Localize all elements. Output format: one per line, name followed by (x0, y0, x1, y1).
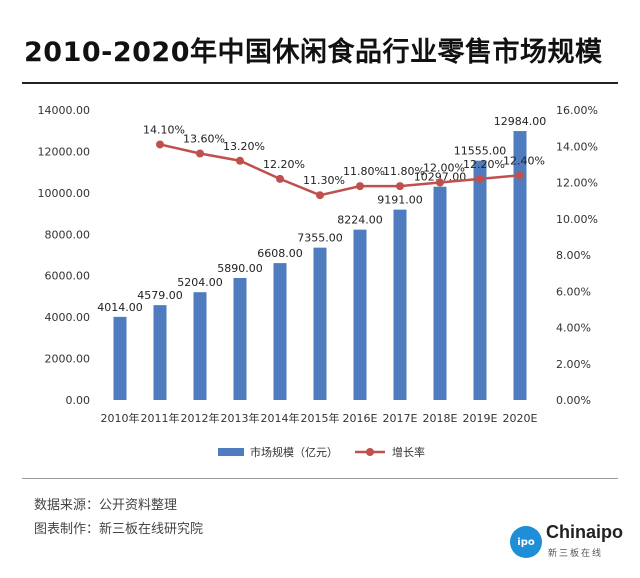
x-axis-tick-label: 2020E (503, 412, 538, 425)
x-axis-tick-label: 2014年 (261, 411, 300, 425)
bar-2020E (513, 131, 527, 400)
right-axis-tick-label: 2.00% (556, 358, 591, 371)
growth-rate-label: 11.80% (383, 165, 425, 178)
legend-bar-swatch (218, 448, 244, 456)
x-axis-tick-label: 2019E (463, 412, 498, 425)
bar-value-label: 5204.00 (177, 276, 223, 289)
x-axis-tick-label: 2012年 (181, 411, 220, 425)
growth-rate-point (436, 178, 444, 187)
footer-divider (22, 478, 618, 479)
growth-rate-label: 11.30% (303, 174, 345, 187)
x-axis-tick-label: 2011年 (141, 411, 180, 425)
right-axis-tick-label: 0.00% (556, 394, 591, 407)
growth-rate-point (156, 140, 164, 149)
right-axis-tick-label: 10.00% (556, 213, 598, 226)
left-axis-tick-label: 12000.00 (38, 145, 91, 158)
growth-rate-line (159, 143, 521, 197)
logo-mark: Chinaipo (546, 522, 623, 542)
growth-rate-point (236, 156, 244, 165)
growth-rate-point (476, 174, 484, 183)
x-axis-tick-label: 2017E (383, 412, 418, 425)
legend-line-label: 增长率 (392, 445, 425, 459)
left-axis-tick-label: 8000.00 (45, 228, 91, 241)
bar-value-label: 12984.00 (494, 115, 547, 128)
bar-2019E (473, 160, 487, 400)
bar-2016E (353, 229, 367, 400)
left-axis-tick-label: 4000.00 (45, 311, 91, 324)
left-axis-tick-label: 10000.00 (38, 187, 91, 200)
bar-value-label: 8224.00 (337, 214, 383, 227)
chart: 0.00 2000.00 4000.00 6000.00 8000.00 10000.00… (38, 104, 598, 459)
bar-2017E (393, 209, 407, 400)
left-axis-tick-label: 6000.00 (45, 270, 91, 283)
bar-value-label: 6608.00 (257, 247, 303, 260)
bar-value-label: 11555.00 (454, 145, 507, 158)
bar-2018E (433, 186, 447, 400)
growth-rate-label: 14.10% (143, 123, 185, 136)
growth-rate-point (316, 191, 324, 200)
logo-badge: ipo (510, 526, 542, 558)
bar-value-label: 4014.00 (97, 301, 143, 314)
growth-rate-point (516, 171, 524, 180)
x-axis-tick-label: 2016E (343, 412, 378, 425)
right-axis-tick-label: 8.00% (556, 249, 591, 262)
logo-name: 新三板在线 (548, 549, 604, 559)
left-axis-tick-label: 2000.00 (45, 353, 91, 366)
x-axis-tick-label: 2010年 (101, 411, 140, 425)
x-axis-tick-label: 2013年 (221, 411, 260, 425)
x-axis-tick-label: 2018E (423, 412, 458, 425)
bar-2014年 (273, 263, 287, 400)
data-source-note: 数据来源：公开资料整理 (34, 498, 178, 513)
title-divider (22, 82, 618, 84)
legend-line-marker (366, 448, 374, 456)
growth-rate-label: 13.60% (183, 133, 225, 146)
growth-rate-point (396, 182, 404, 191)
bar-2010年 (113, 316, 127, 400)
legend-bar-label: 市场规模（亿元） (250, 445, 338, 459)
growth-rate-label: 12.20% (463, 158, 505, 171)
growth-rate-label: 13.20% (223, 140, 265, 153)
right-axis-tick-label: 12.00% (556, 177, 598, 190)
bar-value-label: 4579.00 (137, 289, 183, 302)
growth-rate-label: 12.00% (423, 162, 465, 175)
chinaipo-logo: ipo Chinaipo 新三板在线 (510, 522, 623, 562)
chart-maker-note: 图表制作：新三板在线研究院 (34, 522, 204, 537)
x-axis-tick-label: 2015年 (301, 411, 340, 425)
bar-2011年 (153, 305, 167, 400)
right-axis-tick-label: 6.00% (556, 285, 591, 298)
bar-2015年 (313, 247, 327, 400)
growth-rate-label: 12.40% (503, 154, 545, 167)
growth-rate-point (196, 149, 204, 158)
growth-rate-point (276, 174, 284, 183)
bar-2012年 (193, 292, 207, 400)
right-axis-tick-label: 16.00% (556, 104, 598, 117)
right-axis-tick-label: 14.00% (556, 140, 598, 153)
growth-rate-point (356, 182, 364, 191)
bar-value-label: 7355.00 (297, 232, 343, 245)
bar-2013年 (233, 277, 247, 400)
bar-value-label: 9191.00 (377, 194, 423, 207)
left-axis-tick-label: 14000.00 (38, 104, 91, 117)
right-axis-tick-label: 4.00% (556, 322, 591, 335)
chart-title: 2010-2020年中国休闲食品行业零售市场规模 (24, 37, 603, 68)
bar-value-label: 5890.00 (217, 262, 263, 275)
growth-rate-label: 11.80% (343, 165, 385, 178)
growth-rate-label: 12.20% (263, 158, 305, 171)
left-axis-tick-label: 0.00 (66, 394, 91, 407)
